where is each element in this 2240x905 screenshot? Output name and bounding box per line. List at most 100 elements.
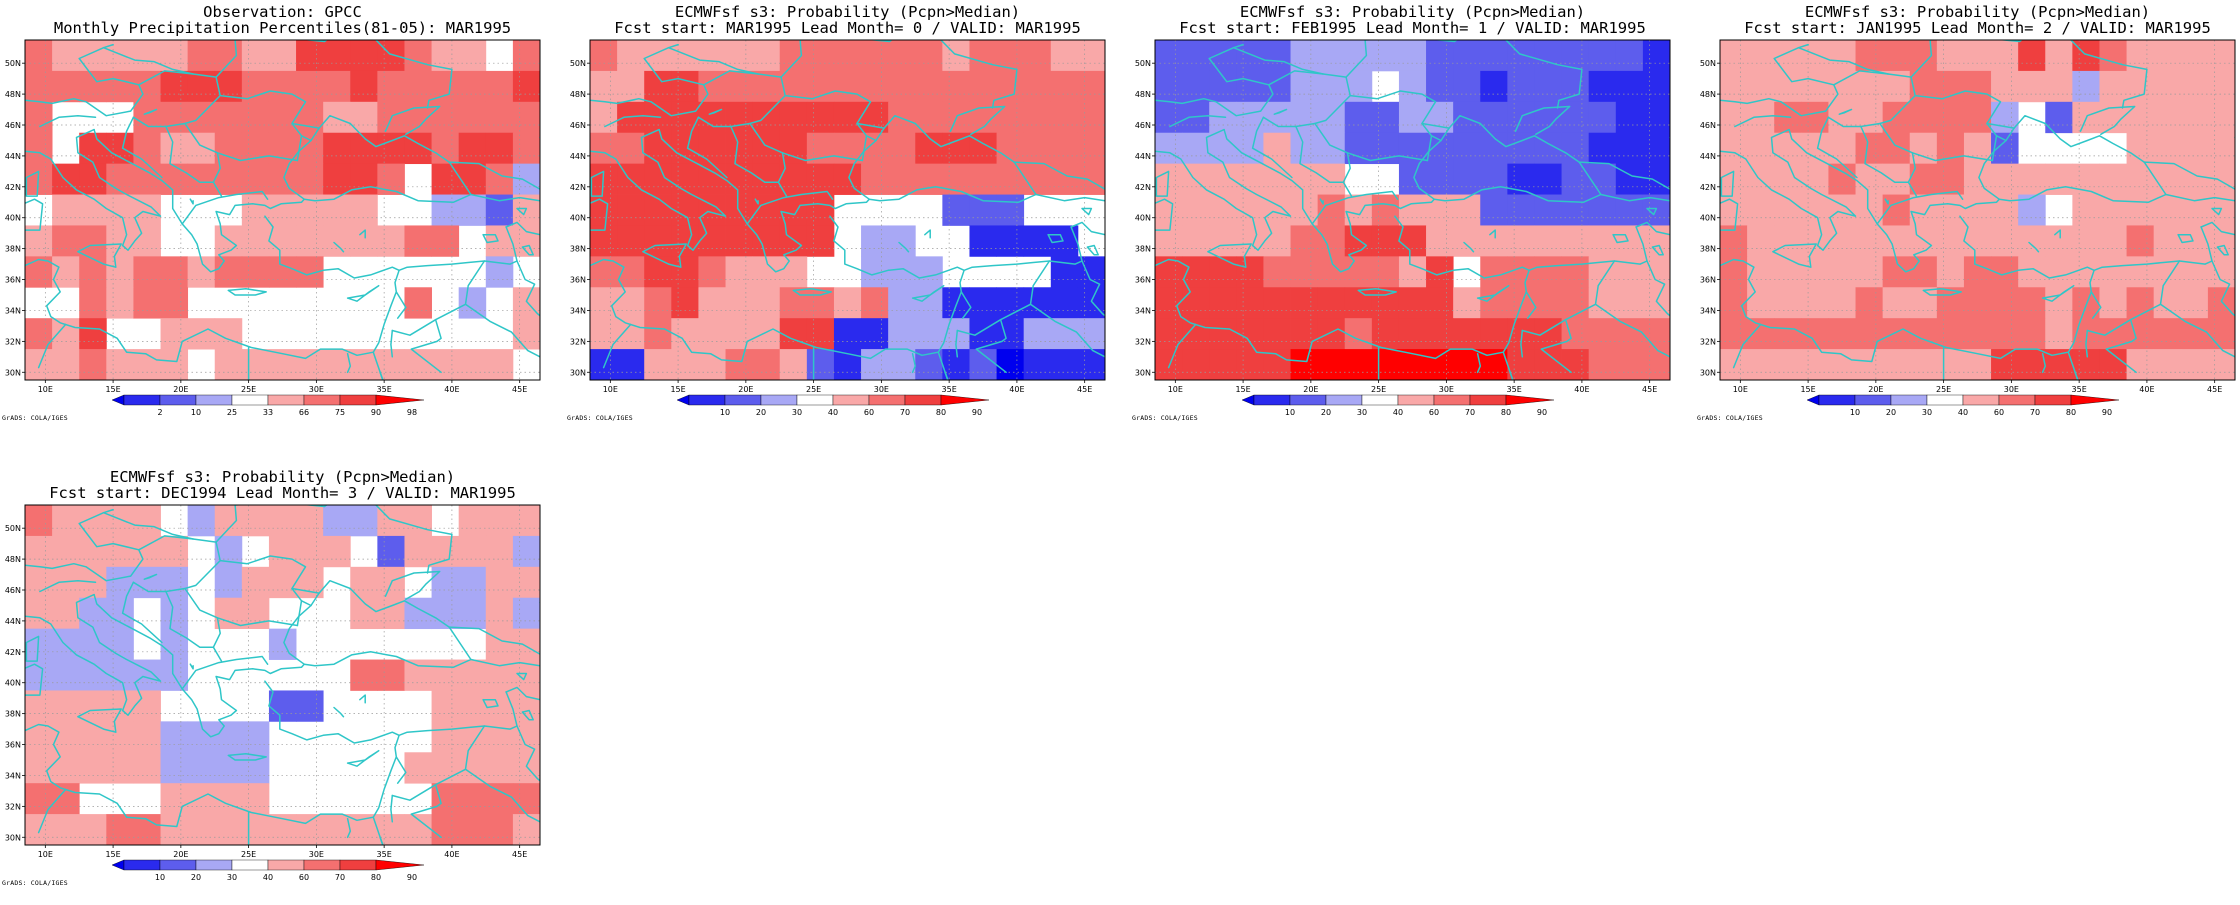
grid-cell xyxy=(725,318,754,350)
grid-cell xyxy=(1747,40,1775,72)
coastline xyxy=(667,46,759,75)
grid-cell xyxy=(1155,349,1183,380)
grid-cell xyxy=(1774,225,1802,257)
grid-cell xyxy=(1936,194,1965,226)
grid-cell xyxy=(888,318,916,350)
y-tick-label: 46N xyxy=(5,121,21,130)
map-panel: ECMWFsf s3: Probability (Pcpn>Median) Fcs… xyxy=(565,0,1130,440)
colorbar-swatch xyxy=(303,859,341,871)
coastline xyxy=(924,229,931,239)
grid-cell xyxy=(1317,287,1346,319)
grid-cell xyxy=(1398,40,1427,72)
grid-cell xyxy=(698,40,726,72)
colorbar-label: 80 xyxy=(371,873,381,882)
grid-cell xyxy=(1023,349,1052,380)
grid-cell xyxy=(698,163,726,195)
grid-cell xyxy=(1236,70,1264,103)
x-tick-label: 40E xyxy=(444,850,459,859)
grid-cell xyxy=(1588,40,1617,72)
grid-cell xyxy=(942,163,970,195)
grid-cell xyxy=(1747,225,1775,257)
grid-cell xyxy=(1236,101,1264,134)
grid-cell xyxy=(323,40,351,72)
grid-cell xyxy=(1670,318,1698,349)
coastline xyxy=(2028,241,2040,253)
grid-cell xyxy=(431,783,460,815)
grid-cell xyxy=(160,721,189,753)
grid-cell xyxy=(214,752,243,784)
grid-cell xyxy=(214,318,243,350)
grid-cell xyxy=(214,814,243,845)
grid-cell xyxy=(377,349,405,380)
coastline xyxy=(1734,114,1792,128)
grid-cell xyxy=(1801,163,1829,195)
coastline xyxy=(1502,351,1514,380)
x-tick-label: 35E xyxy=(1507,385,1522,394)
coastline xyxy=(93,593,305,738)
grid-cell xyxy=(296,132,324,165)
grid-cell xyxy=(106,194,134,226)
grid-cell xyxy=(1023,40,1052,72)
colorbar-swatch xyxy=(159,859,197,871)
colorbar-swatch xyxy=(267,859,305,871)
y-tick-label: 48N xyxy=(1700,90,1716,99)
colorbar-swatch xyxy=(267,394,305,406)
grid-cell xyxy=(2018,225,2046,257)
grid-cell xyxy=(350,505,378,537)
grid-cell xyxy=(2153,287,2182,319)
colorbar-label: 10 xyxy=(191,408,201,417)
coastline xyxy=(2069,40,2148,109)
grid-cell xyxy=(806,163,835,195)
grid-cell xyxy=(1480,318,1508,350)
grid-cell xyxy=(1991,318,2019,350)
grid-cell xyxy=(1077,318,1105,350)
grid-cell xyxy=(1720,132,1748,165)
y-tick-label: 42N xyxy=(1135,183,1151,192)
grid-cell xyxy=(323,101,351,134)
coastline xyxy=(1594,303,1670,358)
grid-cell xyxy=(1398,287,1427,319)
grid-cell xyxy=(241,101,270,134)
colorbar-label: 40 xyxy=(1958,408,1968,417)
grid-cell xyxy=(296,349,324,380)
x-tick-label: 15E xyxy=(670,385,685,394)
coastline xyxy=(911,284,945,302)
grid-cell xyxy=(1747,70,1775,103)
grid-cell xyxy=(752,318,781,350)
grid-cell xyxy=(1615,349,1644,380)
coastline xyxy=(1232,46,1324,75)
grid-cell xyxy=(1209,318,1237,350)
coastline xyxy=(39,114,97,128)
grid-cell xyxy=(160,256,189,288)
colorbar: 10 20 30 40 60 70 80 90 xyxy=(1241,394,1555,417)
colorbar-swatch xyxy=(231,394,269,406)
grid-cell xyxy=(2126,194,2155,226)
grid-cell xyxy=(1588,287,1617,319)
coastline xyxy=(1251,116,1293,179)
grid-cell xyxy=(861,132,889,165)
grid-cell xyxy=(2180,101,2209,134)
grid-cell xyxy=(833,318,862,350)
coastline xyxy=(2216,244,2229,256)
grid-cell xyxy=(2045,163,2073,195)
map-panel: ECMWFsf s3: Probability (Pcpn>Median) Fcs… xyxy=(1130,0,1695,440)
colorbar-label: 10 xyxy=(1285,408,1295,417)
colorbar-label: 2 xyxy=(157,408,162,417)
coastline xyxy=(410,260,486,374)
grid-cell xyxy=(2207,132,2235,165)
y-tick-label: 46N xyxy=(5,586,21,595)
grid-cell xyxy=(106,690,134,722)
grid-cell xyxy=(1670,40,1698,71)
grid-cell xyxy=(485,163,514,195)
coastline xyxy=(390,794,394,823)
grid-cell xyxy=(1642,40,1670,72)
grid-cell xyxy=(1615,287,1644,319)
grid-cell xyxy=(1077,101,1105,134)
grid-cell xyxy=(725,70,754,103)
grid-cell xyxy=(241,783,270,815)
grads-credit: GrADS: COLA/IGES xyxy=(1697,414,1763,422)
colorbar-label: 10 xyxy=(1850,408,1860,417)
grid-cell xyxy=(1371,256,1400,288)
grid-cell xyxy=(2180,132,2209,165)
x-tick-label: 15E xyxy=(105,850,120,859)
